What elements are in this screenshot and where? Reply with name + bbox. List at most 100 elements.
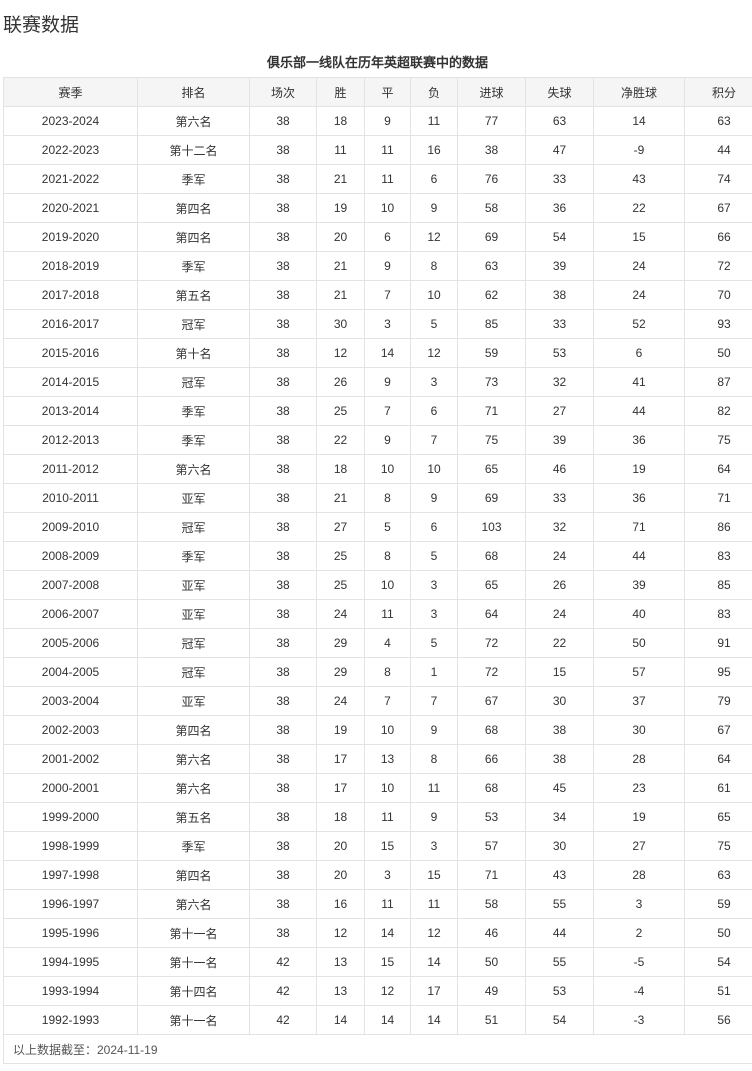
table-cell: -3 <box>593 1005 685 1035</box>
table-cell: 3 <box>410 831 458 861</box>
table-cell: 2017-2018 <box>3 280 138 310</box>
table-cell: 37 <box>593 686 685 716</box>
table-cell: 10 <box>364 193 411 223</box>
table-cell: 61 <box>684 773 752 803</box>
table-row: 2018-2019 季军 38 21 9 8 63 39 24 72 <box>3 251 752 281</box>
table-cell: 28 <box>593 744 685 774</box>
table-cell: 15 <box>593 222 685 252</box>
table-cell: 9 <box>410 483 458 513</box>
table-cell: 38 <box>525 744 594 774</box>
table-cell: 38 <box>249 715 317 745</box>
table-cell: 11 <box>364 599 411 629</box>
table-row: 2002-2003 第四名 38 19 10 9 68 38 30 67 <box>3 715 752 745</box>
table-cell: 17 <box>316 773 365 803</box>
table-cell: 亚军 <box>137 483 250 513</box>
table-cell: 30 <box>525 831 594 861</box>
header-row: 赛季 排名 场次胜平负进球 失球 净胜球 积分 <box>3 77 752 107</box>
table-cell: 77 <box>457 106 526 136</box>
table-cell: 2008-2009 <box>3 541 138 571</box>
table-cell: 50 <box>684 338 752 368</box>
table-row: 2013-2014 季军 38 25 7 6 71 27 44 82 <box>3 396 752 426</box>
table-cell: 亚军 <box>137 599 250 629</box>
table-cell: 2005-2006 <box>3 628 138 658</box>
table-cell: 11 <box>364 802 411 832</box>
table-cell: 25 <box>316 541 365 571</box>
table-cell: 2002-2003 <box>3 715 138 745</box>
table-cell: 2023-2024 <box>3 106 138 136</box>
league-stats-table: 赛季 排名 场次胜平负进球 失球 净胜球 积分 2023-2024 第六名 38 18 9 11 77… <box>3 77 752 1064</box>
table-cell: 75 <box>457 425 526 455</box>
table-cell: 5 <box>364 512 411 542</box>
table-row: 2017-2018 第五名 38 21 7 10 62 38 24 70 <box>3 280 752 310</box>
table-cell: 2019-2020 <box>3 222 138 252</box>
table-cell: 10 <box>364 715 411 745</box>
table-cell: 8 <box>364 483 411 513</box>
table-cell: 冠军 <box>137 309 250 339</box>
table-cell: 69 <box>457 483 526 513</box>
table-cell: 38 <box>249 802 317 832</box>
table-cell: 38 <box>249 657 317 687</box>
table-cell: 11 <box>410 773 458 803</box>
table-cell: 73 <box>457 367 526 397</box>
table-cell: 36 <box>525 193 594 223</box>
table-row: 2005-2006 冠军 38 29 4 5 72 22 50 91 <box>3 628 752 658</box>
table-cell: 26 <box>525 570 594 600</box>
table-cell: 103 <box>457 512 526 542</box>
table-cell: 38 <box>249 280 317 310</box>
table-cell: 57 <box>457 831 526 861</box>
table-cell: 季军 <box>137 164 250 194</box>
table-cell: 3 <box>364 860 411 890</box>
table-cell: 15 <box>364 831 411 861</box>
table-cell: 58 <box>457 193 526 223</box>
table-cell: 10 <box>364 570 411 600</box>
table-cell: 55 <box>525 947 594 977</box>
table-cell: 5 <box>410 628 458 658</box>
table-cell: 38 <box>249 309 317 339</box>
table-cell: 第十名 <box>137 338 250 368</box>
table-cell: 36 <box>593 483 685 513</box>
table-cell: 95 <box>684 657 752 687</box>
table-cell: 16 <box>316 889 365 919</box>
table-row: 1995-1996 第十一名 38 12 14 12 46 44 2 50 <box>3 918 752 948</box>
table-cell: 1997-1998 <box>3 860 138 890</box>
table-cell: 季军 <box>137 831 250 861</box>
table-cell: 9 <box>410 193 458 223</box>
table-cell: 10 <box>364 454 411 484</box>
data-cutoff-note: 以上数据截至：2024-11-19 <box>13 1042 158 1057</box>
table-cell: 2006-2007 <box>3 599 138 629</box>
table-cell: 24 <box>593 280 685 310</box>
table-cell: 86 <box>684 512 752 542</box>
table-cell: 68 <box>457 715 526 745</box>
table-cell: 38 <box>249 164 317 194</box>
table-cell: 38 <box>249 541 317 571</box>
table-cell: 1995-1996 <box>3 918 138 948</box>
table-cell: 38 <box>249 483 317 513</box>
table-cell: 6 <box>410 164 458 194</box>
table-cell: 2021-2022 <box>3 164 138 194</box>
table-cell: 20 <box>316 222 365 252</box>
table-cell: 22 <box>525 628 594 658</box>
table-cell: 6 <box>593 338 685 368</box>
table-cell: 30 <box>525 686 594 716</box>
table-cell: 13 <box>316 947 365 977</box>
table-cell: 第四名 <box>137 860 250 890</box>
table-cell: 第十一名 <box>137 947 250 977</box>
table-cell: 15 <box>364 947 411 977</box>
table-cell: 3 <box>410 367 458 397</box>
table-cell: 38 <box>249 744 317 774</box>
table-cell: 82 <box>684 396 752 426</box>
table-cell: 33 <box>525 483 594 513</box>
table-cell: 67 <box>684 193 752 223</box>
table-cell: 2000-2001 <box>3 773 138 803</box>
table-cell: 24 <box>316 599 365 629</box>
table-cell: 第四名 <box>137 222 250 252</box>
table-cell: 50 <box>684 918 752 948</box>
table-cell: 第六名 <box>137 773 250 803</box>
table-cell: 49 <box>457 976 526 1006</box>
table-row: 1994-1995 第十一名 42 13 15 14 50 55 -5 54 <box>3 947 752 977</box>
table-cell: 6 <box>364 222 411 252</box>
table-cell: 33 <box>525 164 594 194</box>
table-cell: 52 <box>593 309 685 339</box>
table-cell: 10 <box>364 773 411 803</box>
table-cell: 38 <box>249 454 317 484</box>
